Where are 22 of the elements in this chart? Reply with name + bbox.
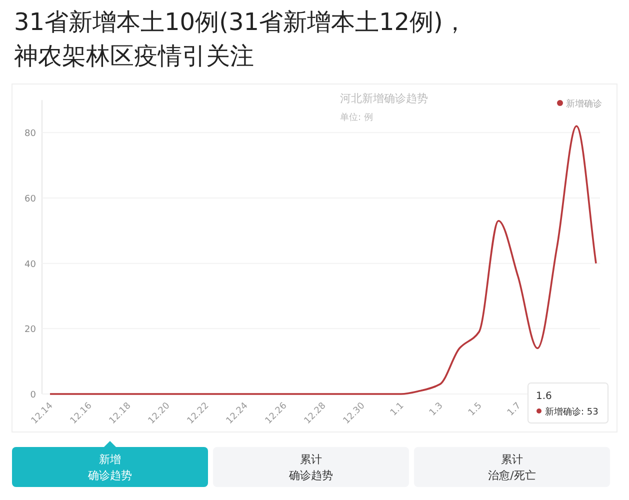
y-tick-label: 20: [24, 325, 36, 336]
text: 累计: [501, 453, 523, 466]
x-tick-label: 1.3: [428, 401, 446, 418]
annotation: 1.6: [536, 391, 552, 402]
y-axis-title: 单位: 例: [340, 112, 373, 123]
chart-title: 31省新增本土10例(31省新增本土12例)，神农架林区疫情引关注: [14, 8, 467, 70]
chart-subtitle: 河北新增确诊趋势: [340, 92, 428, 105]
text: 新增确诊: 53: [545, 406, 598, 418]
text: 新增: [99, 453, 121, 466]
y-tick-label: 40: [24, 260, 36, 270]
y-tick-label: 80: [24, 129, 36, 140]
legend-label: 新增确诊: [566, 98, 602, 110]
text: 累计: [300, 453, 322, 466]
x-tick-label: 1.7: [506, 401, 524, 418]
legend: 新增确诊: [557, 100, 602, 110]
x-tick-label: 1.1: [388, 401, 406, 418]
text: 确诊趋势: [288, 469, 333, 482]
x-tick-label: 1.5: [466, 401, 484, 418]
y-tick-label: 60: [24, 194, 36, 204]
y-tick-label: 0: [30, 390, 36, 400]
text: 确诊趋势: [87, 469, 132, 482]
text: 治愈/死亡: [488, 469, 536, 482]
